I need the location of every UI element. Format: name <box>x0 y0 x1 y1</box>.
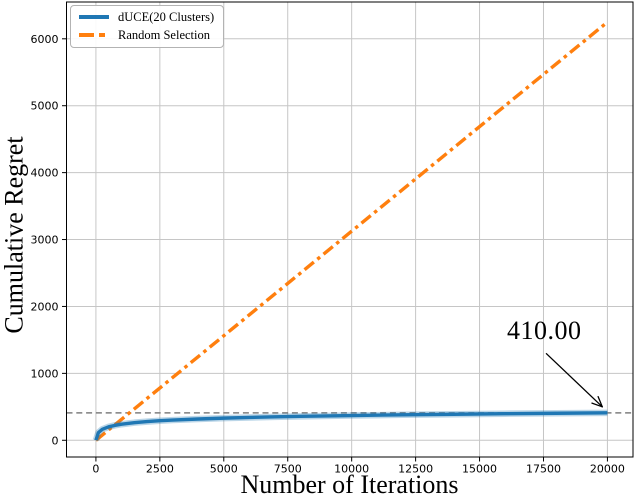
random-line-swatch <box>79 33 109 37</box>
legend-item-duce: dUCE(20 Clusters) <box>79 10 214 24</box>
x-tick-label: 17500 <box>526 463 561 476</box>
y-tick-label: 0 <box>52 434 59 447</box>
annotation-arrow-shaft <box>545 352 603 408</box>
annotation-arrow-head <box>591 402 603 408</box>
y-axis-label: Cumulative Regret <box>0 136 29 334</box>
legend: dUCE(20 Clusters) Random Selection <box>70 5 225 48</box>
x-tick-label: 15000 <box>462 463 497 476</box>
legend-item-random: Random Selection <box>79 28 214 42</box>
y-tick-label: 2000 <box>31 300 59 313</box>
y-tick-label: 6000 <box>31 33 59 46</box>
y-tick-label: 4000 <box>31 167 59 180</box>
plot-border <box>66 1 634 458</box>
x-tick-label: 20000 <box>590 463 625 476</box>
duce-line-swatch <box>79 15 109 19</box>
y-tick-label: 5000 <box>31 100 59 113</box>
duce-line <box>94 411 608 441</box>
legend-label-random: Random Selection <box>118 28 210 42</box>
annotation-final-regret: 410.00 <box>507 316 582 345</box>
x-tick-label: 12500 <box>398 463 433 476</box>
y-tick-label: 1000 <box>31 367 59 380</box>
x-axis-label: Number of Iterations <box>240 470 459 499</box>
random-selection-line <box>94 20 609 442</box>
y-tick-label: 3000 <box>31 234 59 247</box>
x-tick-label: 5000 <box>210 463 238 476</box>
x-tick-label: 0 <box>92 463 99 476</box>
legend-label-duce: dUCE(20 Clusters) <box>118 10 215 24</box>
annotation-arrow-head <box>597 395 603 408</box>
x-tick-label: 2500 <box>146 463 174 476</box>
x-tick-label: 7500 <box>274 463 302 476</box>
x-tick-label: 10000 <box>334 463 369 476</box>
